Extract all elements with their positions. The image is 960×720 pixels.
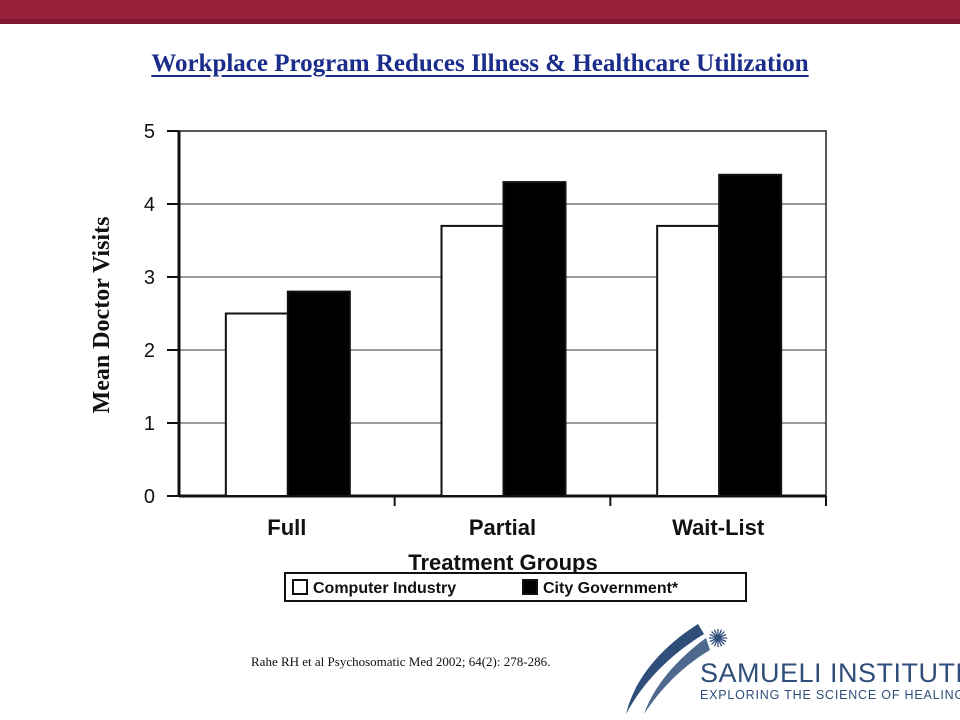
bar-city-government-full: [286, 290, 351, 497]
legend-swatch-city-government: [522, 579, 538, 595]
logo-name: SAMUELI INSTITUTE: [700, 658, 960, 688]
top-banner-shade: [0, 19, 960, 24]
starburst-icon: [709, 629, 727, 647]
y-tick-label: 2: [144, 340, 155, 362]
y-tick-label: 3: [144, 267, 155, 289]
y-tick-label: 1: [144, 413, 155, 435]
y-axis-label: Mean Doctor Visits: [89, 217, 115, 414]
legend-swatch-computer-industry: [292, 579, 308, 595]
logo-tagline: EXPLORING THE SCIENCE OF HEALING: [700, 688, 960, 702]
citation: Rahe RH et al Psychosomatic Med 2002; 64…: [251, 654, 551, 669]
y-tick-label: 5: [144, 121, 155, 143]
x-tick-label: Wait-List: [672, 515, 765, 540]
x-tick-label: Full: [267, 515, 306, 540]
bar-city-government-partial: [502, 181, 567, 497]
x-axis-label: Treatment Groups: [408, 550, 597, 575]
legend-box: [284, 572, 747, 602]
legend-label-computer-industry: Computer Industry: [313, 580, 456, 597]
bar-computer-industry-full: [224, 312, 289, 497]
bar-computer-industry-wait-list: [656, 224, 721, 497]
logo-swoosh-icon: [626, 624, 710, 714]
bar-computer-industry-partial: [440, 224, 505, 497]
y-tick-label: 0: [144, 486, 155, 508]
bar-city-government-wait-list: [718, 173, 783, 498]
top-banner: [0, 0, 960, 24]
y-tick-label: 4: [144, 194, 155, 216]
slide-title: Workplace Program Reduces Illness & Heal…: [151, 50, 809, 77]
x-tick-label: Partial: [469, 515, 536, 540]
legend-label-city-government: City Government*: [543, 580, 679, 597]
samueli-logo: SAMUELI INSTITUTE EXPLORING THE SCIENCE …: [620, 618, 960, 718]
